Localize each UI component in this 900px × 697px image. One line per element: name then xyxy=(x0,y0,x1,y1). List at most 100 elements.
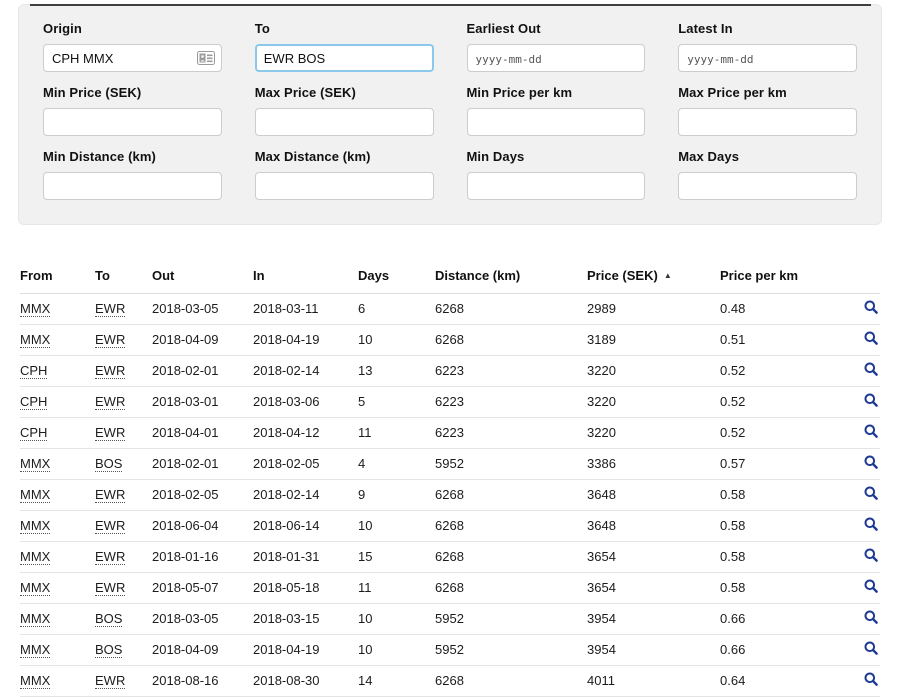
autofill-contact-icon[interactable] xyxy=(196,51,215,65)
earliest-out-input[interactable] xyxy=(466,44,646,72)
search-flight-link[interactable] xyxy=(864,486,878,500)
days-value: 10 xyxy=(358,510,435,542)
from-code[interactable]: MMX xyxy=(20,301,51,317)
header-to[interactable]: To xyxy=(95,264,152,294)
header-price[interactable]: Price (SEK) ▲ xyxy=(587,264,720,294)
to-code[interactable]: EWR xyxy=(95,518,126,534)
from-code[interactable]: MMX xyxy=(20,611,51,627)
from-code[interactable]: MMX xyxy=(20,642,51,658)
to-code[interactable]: EWR xyxy=(95,363,126,379)
from-code[interactable]: CPH xyxy=(20,394,48,410)
distance-value: 6268 xyxy=(435,665,587,697)
min-days-input[interactable] xyxy=(466,172,646,200)
header-out[interactable]: Out xyxy=(152,264,253,294)
header-from[interactable]: From xyxy=(20,264,95,294)
max-distance-label: Max Distance (km) xyxy=(254,149,371,164)
latest-in-label: Latest In xyxy=(678,21,733,36)
latest-in-input[interactable] xyxy=(678,44,857,72)
to-code[interactable]: BOS xyxy=(95,611,123,627)
price-per-km-value: 0.66 xyxy=(720,603,860,635)
out-date: 2018-04-01 xyxy=(152,417,253,449)
max-days-input[interactable] xyxy=(678,172,857,200)
search-flight-link[interactable] xyxy=(864,641,878,655)
max-price-input[interactable] xyxy=(254,108,434,136)
field-min-distance: Min Distance (km) xyxy=(43,149,222,200)
min-price-per-km-input[interactable] xyxy=(466,108,646,136)
origin-input[interactable] xyxy=(43,44,222,72)
min-price-per-km-label: Min Price per km xyxy=(466,85,573,100)
days-value: 10 xyxy=(358,634,435,666)
from-code[interactable]: MMX xyxy=(20,332,51,348)
to-code[interactable]: BOS xyxy=(95,642,123,658)
search-flight-link[interactable] xyxy=(864,300,878,314)
field-earliest-out: Earliest Out xyxy=(466,21,646,72)
out-date: 2018-03-05 xyxy=(152,603,253,635)
table-row: MMX BOS 2018-02-01 2018-02-05 4 5952 338… xyxy=(20,448,880,480)
distance-value: 6268 xyxy=(435,510,587,542)
min-price-label: Min Price (SEK) xyxy=(43,85,142,100)
search-flight-link[interactable] xyxy=(864,672,878,686)
min-price-input[interactable] xyxy=(43,108,222,136)
to-label: To xyxy=(254,21,270,36)
from-code[interactable]: MMX xyxy=(20,673,51,689)
min-distance-input[interactable] xyxy=(43,172,222,200)
search-flight-link[interactable] xyxy=(864,610,878,624)
field-max-distance: Max Distance (km) xyxy=(254,149,434,200)
to-code[interactable]: EWR xyxy=(95,580,126,596)
price-value: 3654 xyxy=(587,572,720,604)
search-flight-link[interactable] xyxy=(864,362,878,376)
header-distance[interactable]: Distance (km) xyxy=(435,264,587,294)
distance-value: 6268 xyxy=(435,479,587,511)
to-code[interactable]: EWR xyxy=(95,301,126,317)
from-code[interactable]: CPH xyxy=(20,425,48,441)
out-date: 2018-06-04 xyxy=(152,510,253,542)
magnifier-icon xyxy=(864,672,878,686)
price-per-km-value: 0.51 xyxy=(720,324,860,356)
to-code[interactable]: EWR xyxy=(95,394,126,410)
price-value: 2989 xyxy=(587,293,720,325)
price-value: 4011 xyxy=(587,665,720,697)
from-code[interactable]: MMX xyxy=(20,487,51,503)
to-input[interactable] xyxy=(254,44,434,72)
field-max-price-per-km: Max Price per km xyxy=(678,85,857,136)
search-flight-link[interactable] xyxy=(864,548,878,562)
days-value: 15 xyxy=(358,541,435,573)
from-code[interactable]: MMX xyxy=(20,580,51,596)
to-code[interactable]: EWR xyxy=(95,487,126,503)
days-value: 11 xyxy=(358,417,435,449)
max-price-per-km-input[interactable] xyxy=(678,108,857,136)
search-flight-link[interactable] xyxy=(864,393,878,407)
table-header-row: From To Out In Days Distance (km) Price … xyxy=(20,264,880,294)
field-max-price: Max Price (SEK) xyxy=(254,85,434,136)
field-min-price-per-km: Min Price per km xyxy=(466,85,646,136)
to-code[interactable]: EWR xyxy=(95,332,126,348)
search-flight-link[interactable] xyxy=(864,455,878,469)
field-max-days: Max Days xyxy=(678,149,857,200)
max-distance-input[interactable] xyxy=(254,172,434,200)
magnifier-icon xyxy=(864,610,878,624)
magnifier-icon xyxy=(864,641,878,655)
from-code[interactable]: CPH xyxy=(20,363,48,379)
from-code[interactable]: MMX xyxy=(20,549,51,565)
search-flight-link[interactable] xyxy=(864,331,878,345)
search-flight-link[interactable] xyxy=(864,424,878,438)
out-date: 2018-03-01 xyxy=(152,386,253,418)
header-days[interactable]: Days xyxy=(358,264,435,294)
in-date: 2018-02-14 xyxy=(253,479,358,511)
to-code[interactable]: BOS xyxy=(95,456,123,472)
from-code[interactable]: MMX xyxy=(20,456,51,472)
search-flight-link[interactable] xyxy=(864,517,878,531)
days-value: 14 xyxy=(358,665,435,697)
in-date: 2018-04-12 xyxy=(253,417,358,449)
header-in[interactable]: In xyxy=(253,264,358,294)
to-code[interactable]: EWR xyxy=(95,425,126,441)
from-code[interactable]: MMX xyxy=(20,518,51,534)
header-price-per-km[interactable]: Price per km xyxy=(720,264,860,294)
search-flight-link[interactable] xyxy=(864,579,878,593)
to-code[interactable]: EWR xyxy=(95,549,126,565)
out-date: 2018-02-01 xyxy=(152,355,253,387)
to-code[interactable]: EWR xyxy=(95,673,126,689)
price-per-km-value: 0.58 xyxy=(720,479,860,511)
table-row: MMX BOS 2018-04-09 2018-04-19 10 5952 39… xyxy=(20,634,880,666)
max-price-per-km-label: Max Price per km xyxy=(678,85,787,100)
